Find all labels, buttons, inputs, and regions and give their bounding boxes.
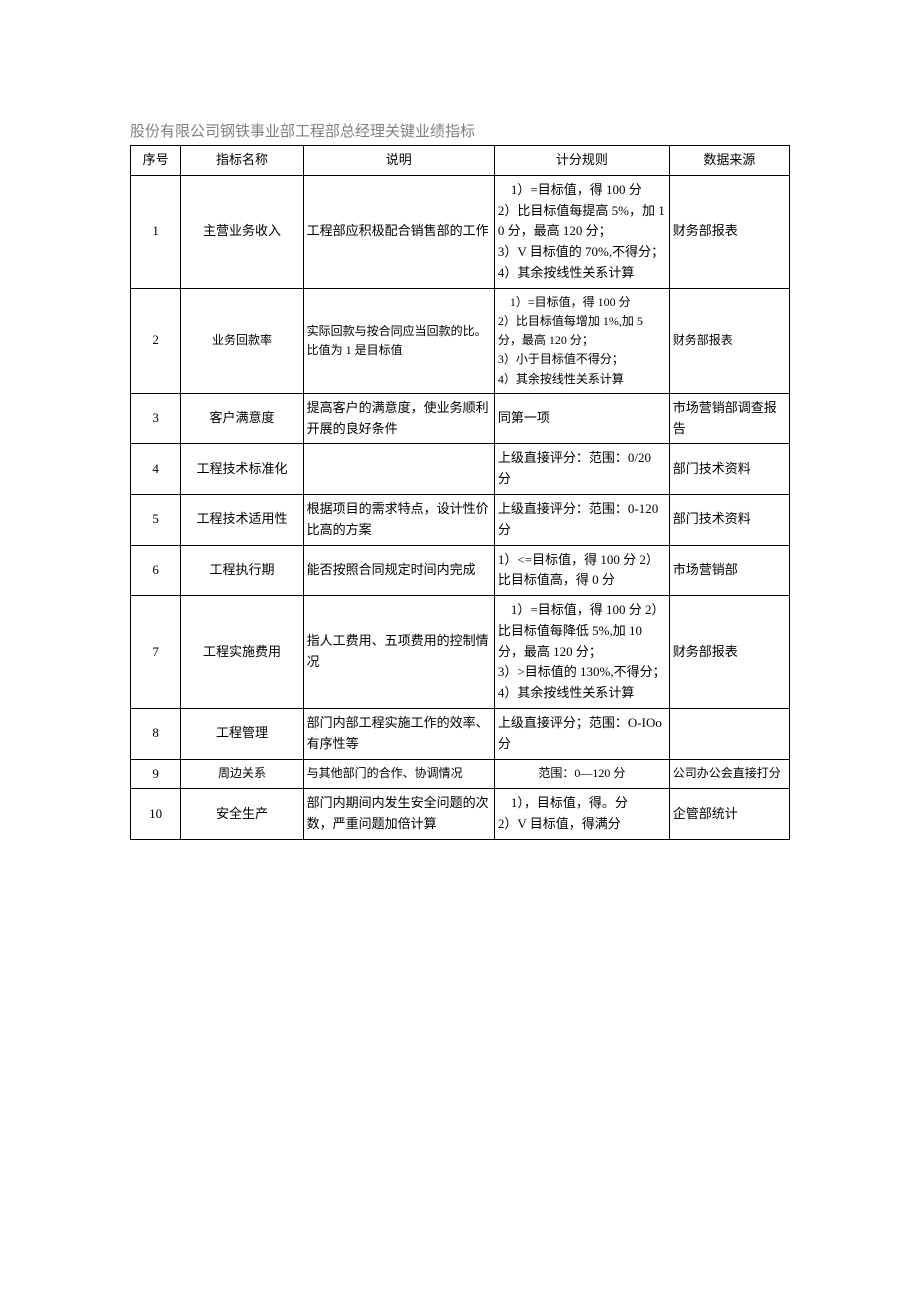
- table-row: 1主营业务收入工程部应积极配合销售部的工作 1）=目标值，得 100 分 2）比…: [131, 175, 790, 288]
- col-header-src: 数据来源: [669, 146, 789, 176]
- cell-seq: 8: [131, 709, 181, 760]
- cell-name: 客户满意度: [181, 393, 303, 444]
- table-row: 4工程技术标准化 上级直接评分：范围：0/20 分部门技术资料: [131, 444, 790, 495]
- cell-name: 工程技术适用性: [181, 494, 303, 545]
- cell-seq: 7: [131, 596, 181, 709]
- cell-src: 公司办公会直接打分: [669, 759, 789, 789]
- cell-seq: 1: [131, 175, 181, 288]
- cell-seq: 2: [131, 288, 181, 393]
- cell-desc: 指人工费用、五项费用的控制情况: [303, 596, 494, 709]
- cell-desc: 根据项目的需求特点，设计性价比高的方案: [303, 494, 494, 545]
- table-row: 6工程执行期能否按照合同规定时间内完成1）<=目标值，得 100 分 2）比目标…: [131, 545, 790, 596]
- cell-desc: [303, 444, 494, 495]
- cell-rule: 上级直接评分；范围：O-IOo 分: [494, 709, 669, 760]
- cell-name: 工程执行期: [181, 545, 303, 596]
- cell-desc: 部门内期间内发生安全问题的次数，严重问题加倍计算: [303, 789, 494, 840]
- cell-name: 周边关系: [181, 759, 303, 789]
- col-header-rule: 计分规则: [494, 146, 669, 176]
- cell-seq: 9: [131, 759, 181, 789]
- cell-rule: 上级直接评分：范围：0/20 分: [494, 444, 669, 495]
- document-title: 股份有限公司钢铁事业部工程部总经理关键业绩指标: [130, 120, 790, 141]
- cell-desc: 实际回款与按合同应当回款的比。比值为 1 是目标值: [303, 288, 494, 393]
- table-header-row: 序号 指标名称 说明 计分规则 数据来源: [131, 146, 790, 176]
- cell-name: 主营业务收入: [181, 175, 303, 288]
- col-header-seq: 序号: [131, 146, 181, 176]
- cell-rule: 1）=目标值，得 100 分 2）比目标值每增加 1%,加 5 分，最高 120…: [494, 288, 669, 393]
- table-row: 8工程管理部门内部工程实施工作的效率、有序性等上级直接评分；范围：O-IOo 分: [131, 709, 790, 760]
- cell-rule: 同第一项: [494, 393, 669, 444]
- cell-src: 市场营销部调查报告: [669, 393, 789, 444]
- cell-desc: 能否按照合同规定时间内完成: [303, 545, 494, 596]
- cell-rule: 1）=目标值，得 100 分 2）比目标值每降低 5%,加 10 分，最高 12…: [494, 596, 669, 709]
- table-row: 5工程技术适用性根据项目的需求特点，设计性价比高的方案上级直接评分：范围：0-1…: [131, 494, 790, 545]
- cell-seq: 5: [131, 494, 181, 545]
- table-row: 10安全生产部门内期间内发生安全问题的次数，严重问题加倍计算 1），目标值，得。…: [131, 789, 790, 840]
- cell-desc: 部门内部工程实施工作的效率、有序性等: [303, 709, 494, 760]
- cell-src: 部门技术资料: [669, 444, 789, 495]
- cell-seq: 4: [131, 444, 181, 495]
- cell-src: 市场营销部: [669, 545, 789, 596]
- col-header-name: 指标名称: [181, 146, 303, 176]
- cell-src: 财务部报表: [669, 288, 789, 393]
- cell-src: [669, 709, 789, 760]
- cell-name: 业务回款率: [181, 288, 303, 393]
- cell-name: 工程技术标准化: [181, 444, 303, 495]
- cell-seq: 3: [131, 393, 181, 444]
- cell-rule: 1）=目标值，得 100 分 2）比目标值每提高 5%，加 10 分，最高 12…: [494, 175, 669, 288]
- cell-rule: 1），目标值，得。分 2）V 目标值，得满分: [494, 789, 669, 840]
- cell-rule: 范围：0—120 分: [494, 759, 669, 789]
- cell-seq: 6: [131, 545, 181, 596]
- kpi-table: 序号 指标名称 说明 计分规则 数据来源 1主营业务收入工程部应积极配合销售部的…: [130, 145, 790, 840]
- cell-rule: 上级直接评分：范围：0-120 分: [494, 494, 669, 545]
- cell-name: 安全生产: [181, 789, 303, 840]
- table-row: 2业务回款率实际回款与按合同应当回款的比。比值为 1 是目标值 1）=目标值，得…: [131, 288, 790, 393]
- cell-src: 企管部统计: [669, 789, 789, 840]
- table-row: 7工程实施费用指人工费用、五项费用的控制情况 1）=目标值，得 100 分 2）…: [131, 596, 790, 709]
- cell-rule: 1）<=目标值，得 100 分 2）比目标值高，得 0 分: [494, 545, 669, 596]
- table-row: 9周边关系与其他部门的合作、协调情况范围：0—120 分公司办公会直接打分: [131, 759, 790, 789]
- col-header-desc: 说明: [303, 146, 494, 176]
- cell-desc: 提高客户的满意度，使业务顺利开展的良好条件: [303, 393, 494, 444]
- cell-src: 财务部报表: [669, 596, 789, 709]
- cell-name: 工程管理: [181, 709, 303, 760]
- cell-name: 工程实施费用: [181, 596, 303, 709]
- cell-src: 财务部报表: [669, 175, 789, 288]
- cell-desc: 工程部应积极配合销售部的工作: [303, 175, 494, 288]
- table-row: 3客户满意度提高客户的满意度，使业务顺利开展的良好条件同第一项市场营销部调查报告: [131, 393, 790, 444]
- cell-seq: 10: [131, 789, 181, 840]
- cell-src: 部门技术资料: [669, 494, 789, 545]
- cell-desc: 与其他部门的合作、协调情况: [303, 759, 494, 789]
